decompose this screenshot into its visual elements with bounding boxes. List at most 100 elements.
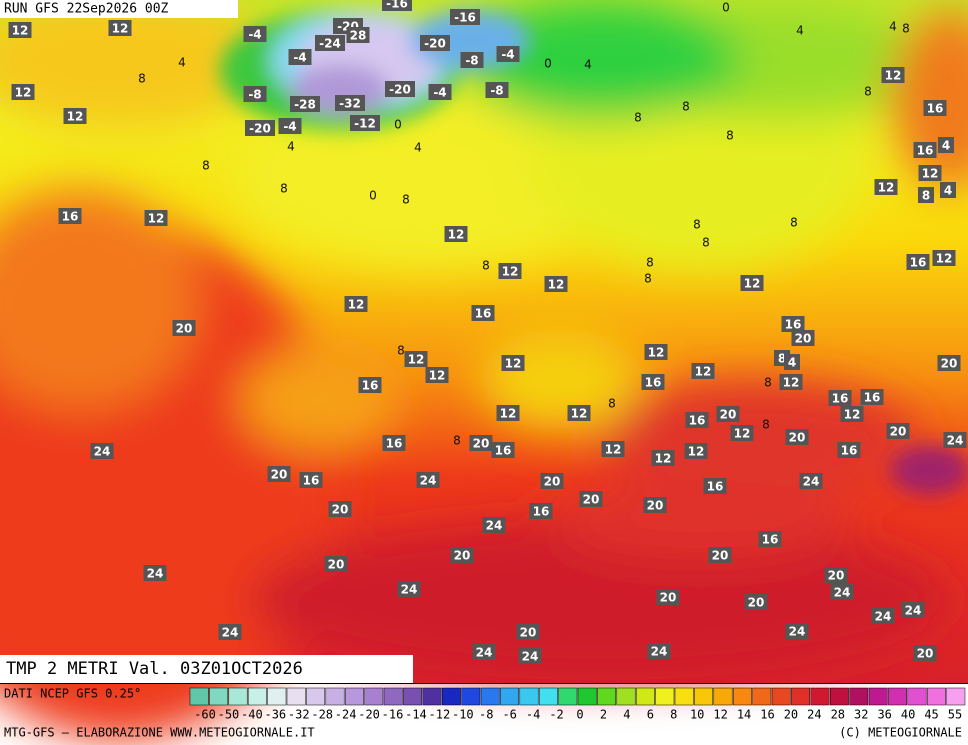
temperature-label: 12 [408, 353, 425, 367]
label-box [358, 377, 382, 393]
label-box [656, 589, 680, 605]
temperature-label: 4 [796, 24, 804, 38]
scale-tick-label: -28 [311, 708, 333, 722]
label-box [784, 354, 800, 370]
temperature-label: 12 [885, 69, 902, 83]
scale-swatch [364, 687, 384, 706]
scale-swatch [655, 687, 675, 706]
temperature-label: 12 [348, 298, 365, 312]
label-box [267, 466, 291, 482]
label-box [518, 648, 542, 664]
scale-swatch [616, 687, 636, 706]
scale-tick-label: 36 [877, 708, 891, 722]
label-box [425, 367, 449, 383]
label-box [799, 473, 823, 489]
temperature-label: 24 [222, 626, 239, 640]
scale-swatch [888, 687, 908, 706]
temperature-label: 12 [12, 24, 29, 38]
label-box [324, 556, 348, 572]
scale-swatch [810, 687, 830, 706]
temperature-label: 24 [651, 645, 668, 659]
label-box [779, 374, 803, 390]
temperature-label: 12 [734, 427, 751, 441]
temperature-label: -12 [354, 117, 376, 131]
scale-tick-label: 4 [623, 708, 630, 722]
temperature-label: 12 [502, 265, 519, 279]
label-box [918, 187, 934, 203]
label-box [871, 608, 895, 624]
scale-tick-label: -4 [526, 708, 540, 722]
temperature-label: 0 [544, 57, 552, 71]
label-box [344, 296, 368, 312]
label-box [937, 355, 961, 371]
label-box [420, 35, 450, 51]
temperature-label: 20 [795, 332, 812, 346]
temperature-label: -24 [319, 37, 341, 51]
label-box [450, 9, 480, 25]
scale-swatch [403, 687, 423, 706]
scale-tick-label: 55 [948, 708, 962, 722]
scale-tick-label: -20 [358, 708, 380, 722]
label-box [791, 330, 815, 346]
scale-swatch [946, 687, 966, 706]
label-box [516, 624, 540, 640]
temperature-label: 16 [62, 210, 79, 224]
label-box [684, 443, 708, 459]
scale-swatch [267, 687, 287, 706]
label-box [703, 478, 727, 494]
label-box [416, 472, 440, 488]
temperature-label: 8 [138, 72, 146, 86]
label-box [643, 497, 667, 513]
scale-tick-label: 6 [647, 708, 654, 722]
temperature-label: -4 [293, 51, 306, 65]
label-box [90, 443, 114, 459]
label-box [346, 27, 370, 43]
label-box [404, 351, 428, 367]
temperature-label: 16 [910, 256, 927, 270]
label-box [824, 567, 848, 583]
temperature-label: 8 [790, 216, 798, 230]
label-box [382, 435, 406, 451]
scale-tick-label: -50 [218, 708, 240, 722]
temperature-label: 20 [660, 591, 677, 605]
header-box [0, 0, 238, 18]
temperature-label: -8 [465, 54, 478, 68]
temperature-label: 8 [280, 182, 288, 196]
temperature-label: 8 [693, 218, 701, 232]
temperature-label: -20 [249, 122, 271, 136]
temperature-label: 0 [722, 1, 730, 15]
label-box [647, 643, 671, 659]
label-box [11, 84, 35, 100]
temperature-label: 24 [905, 604, 922, 618]
temperature-label: 4 [287, 140, 295, 154]
temperature-label: 20 [890, 425, 907, 439]
label-box [444, 226, 468, 242]
temperature-label: 20 [328, 558, 345, 572]
label-box [385, 81, 415, 97]
label-box [460, 52, 484, 68]
label-box [943, 432, 967, 448]
temperature-label: 12 [548, 278, 565, 292]
temperature-label: 0 [369, 189, 377, 203]
temperature-label: 8 [202, 159, 210, 173]
label-box [472, 644, 496, 660]
label-box [245, 120, 275, 136]
temperature-label: 20 [789, 431, 806, 445]
scale-swatch [422, 687, 442, 706]
scale-swatch [907, 687, 927, 706]
label-box [450, 547, 474, 563]
label-box [913, 142, 937, 158]
label-box [482, 517, 506, 533]
label-box [243, 86, 267, 102]
temperature-label: 16 [386, 437, 403, 451]
scale-swatch [325, 687, 345, 706]
temperature-label: 4 [584, 58, 592, 72]
label-box [108, 20, 132, 36]
label-box [881, 67, 905, 83]
scale-tick-label: 20 [784, 708, 798, 722]
temperature-label: 20 [828, 569, 845, 583]
scale-swatch [558, 687, 578, 706]
label-box [886, 423, 910, 439]
temperature-label: -20 [424, 37, 446, 51]
